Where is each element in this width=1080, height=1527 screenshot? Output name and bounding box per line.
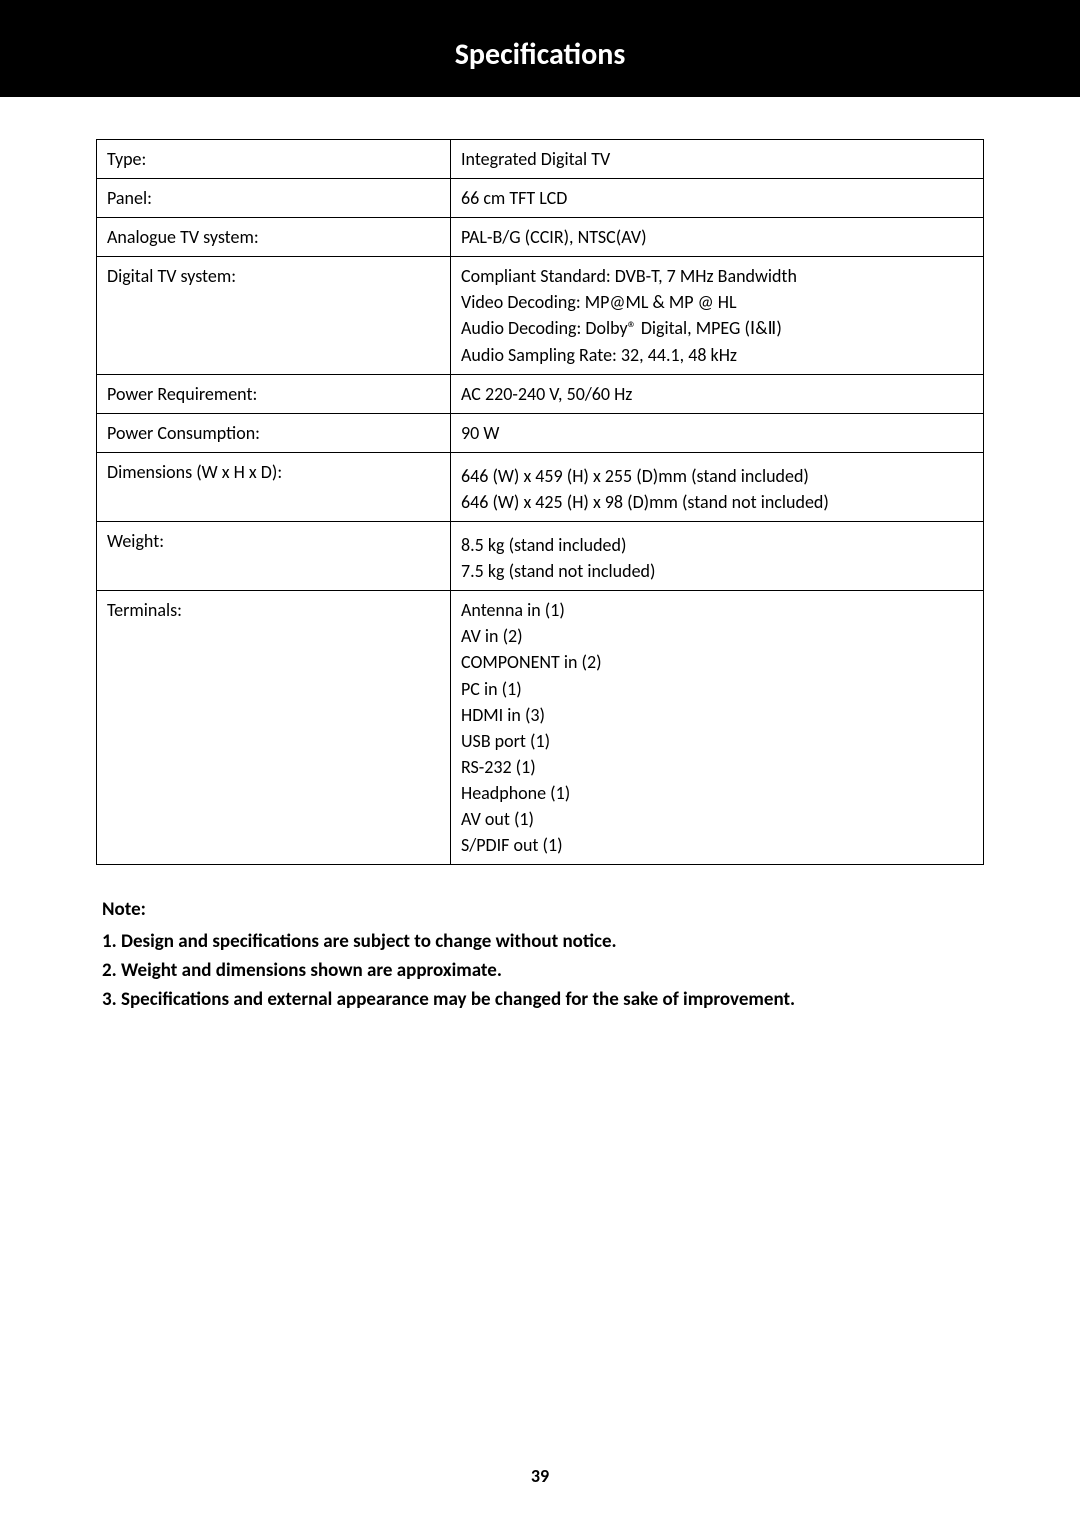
table-row: Weight: 8.5 kg (stand included)7.5 kg (s… (97, 522, 984, 591)
spec-value: Integrated Digital TV (451, 140, 984, 179)
page-number: 39 (0, 1465, 1080, 1487)
spec-label: Dimensions (W x H x D): (97, 452, 451, 521)
spec-value: Compliant Standard: DVB-T, 7 MHz Bandwid… (451, 257, 984, 374)
spec-value: AC 220-240 V, 50/60 Hz (451, 374, 984, 413)
table-row: Power Requirement: AC 220-240 V, 50/60 H… (97, 374, 984, 413)
notes-section: Note: 1. Design and specifications are s… (96, 895, 984, 1015)
spec-label: Power Consumption: (97, 413, 451, 452)
spec-label: Analogue TV system: (97, 218, 451, 257)
header-band: Specifications (0, 0, 1080, 97)
note-item: 2. Weight and dimensions shown are appro… (102, 956, 984, 985)
content-area: Type: Integrated Digital TV Panel: 66 cm… (0, 97, 1080, 1015)
note-item: 1. Design and specifications are subject… (102, 927, 984, 956)
spec-value: 8.5 kg (stand included)7.5 kg (stand not… (451, 522, 984, 591)
spec-label: Power Requirement: (97, 374, 451, 413)
spec-label: Weight: (97, 522, 451, 591)
spec-value: 66 cm TFT LCD (451, 179, 984, 218)
table-row: Digital TV system: Compliant Standard: D… (97, 257, 984, 374)
table-row: Dimensions (W x H x D): 646 (W) x 459 (H… (97, 452, 984, 521)
spec-value: Antenna in (1)AV in (2)COMPONENT in (2)P… (451, 591, 984, 865)
specifications-table: Type: Integrated Digital TV Panel: 66 cm… (96, 139, 984, 865)
spec-label: Type: (97, 140, 451, 179)
spec-label: Digital TV system: (97, 257, 451, 374)
note-item: 3. Specifications and external appearanc… (102, 985, 984, 1014)
table-row: Analogue TV system: PAL-B/G (CCIR), NTSC… (97, 218, 984, 257)
table-row: Terminals: Antenna in (1)AV in (2)COMPON… (97, 591, 984, 865)
table-row: Panel: 66 cm TFT LCD (97, 179, 984, 218)
page-title: Specifications (0, 36, 1080, 73)
spec-value: PAL-B/G (CCIR), NTSC(AV) (451, 218, 984, 257)
spec-label: Panel: (97, 179, 451, 218)
spec-label: Terminals: (97, 591, 451, 865)
spec-value: 646 (W) x 459 (H) x 255 (D)mm (stand inc… (451, 452, 984, 521)
spec-value: 90 W (451, 413, 984, 452)
notes-heading: Note: (102, 895, 984, 924)
table-row: Power Consumption: 90 W (97, 413, 984, 452)
table-row: Type: Integrated Digital TV (97, 140, 984, 179)
spec-table-body: Type: Integrated Digital TV Panel: 66 cm… (97, 140, 984, 865)
